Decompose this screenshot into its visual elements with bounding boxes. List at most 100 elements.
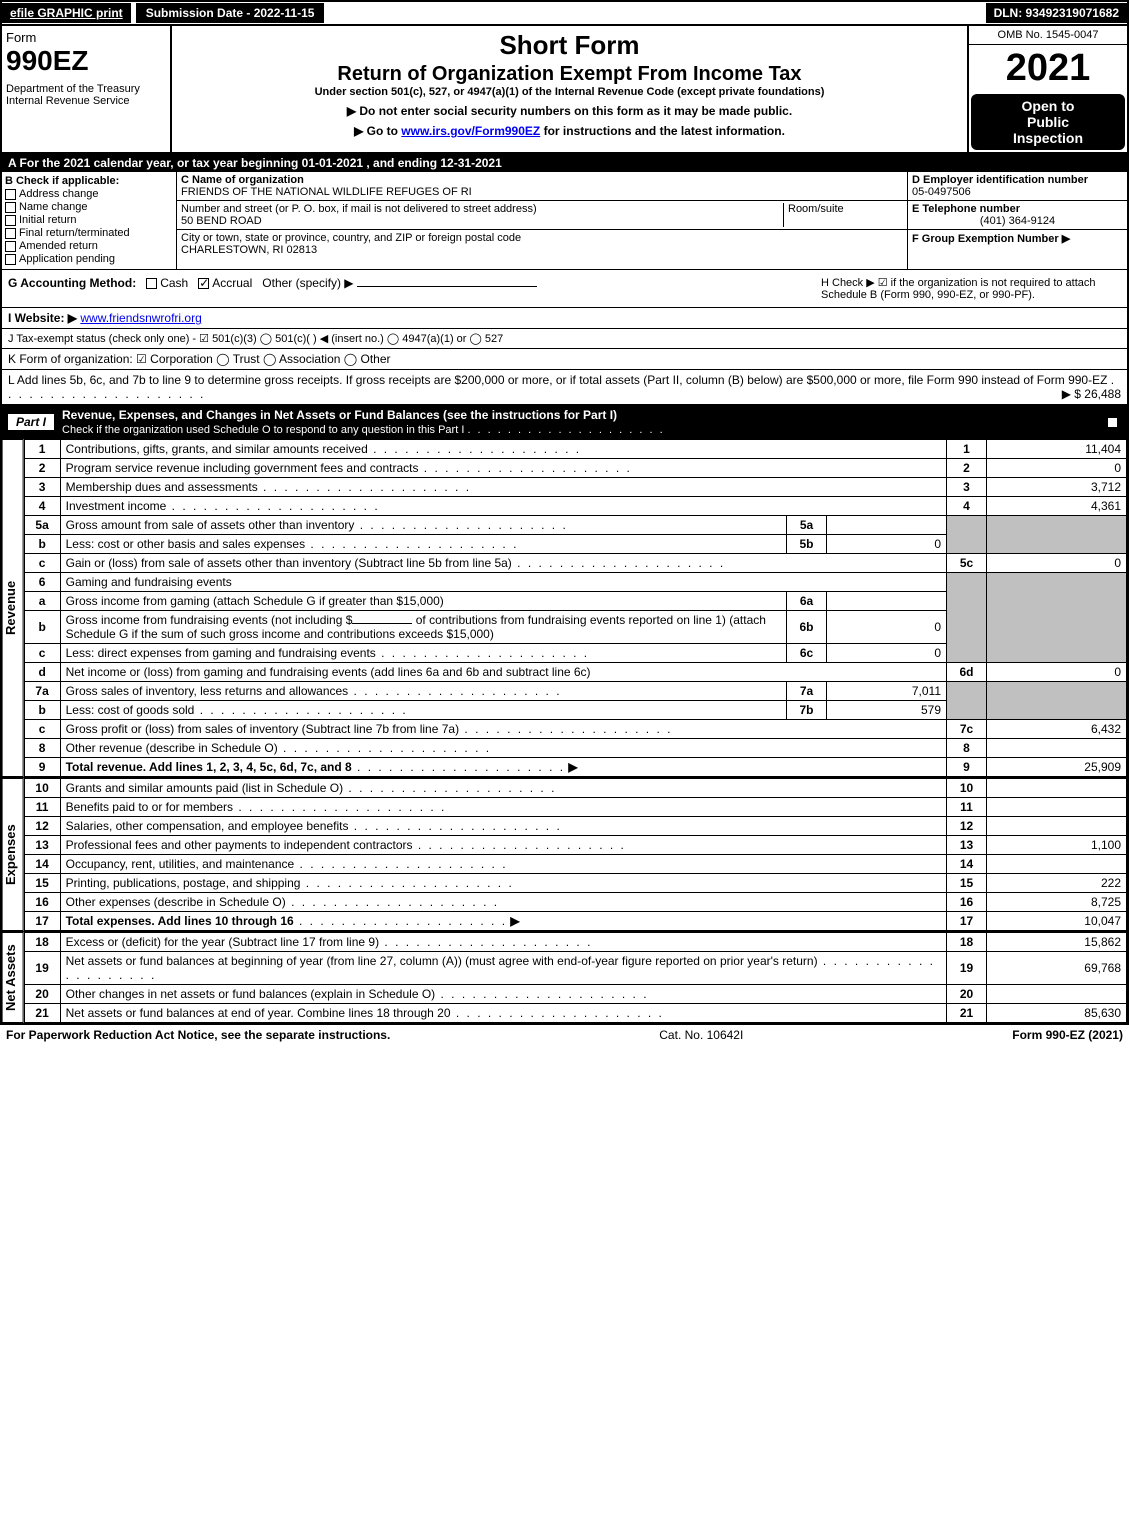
header-left: Form 990EZ Department of the Treasury In… [2, 26, 172, 152]
revenue-table: 1Contributions, gifts, grants, and simil… [24, 439, 1127, 777]
ein-value: 05-0497506 [912, 186, 971, 198]
row-g-h: G Accounting Method: Cash Accrual Other … [2, 270, 1127, 308]
netassets-vlabel: Net Assets [2, 932, 24, 1023]
e-phone: E Telephone number (401) 364-9124 [908, 201, 1127, 230]
column-b: B Check if applicable: Address change Na… [2, 172, 177, 269]
line-18: 18Excess or (deficit) for the year (Subt… [24, 933, 1126, 952]
part-i-check: Check if the organization used Schedule … [62, 424, 665, 436]
d-ein: D Employer identification number 05-0497… [908, 172, 1127, 201]
row-l-gross-receipts: L Add lines 5b, 6c, and 7b to line 9 to … [2, 370, 1127, 405]
part-i-label: Part I [8, 414, 54, 430]
l-text: L Add lines 5b, 6c, and 7b to line 9 to … [8, 373, 1107, 387]
line-10: 10Grants and similar amounts paid (list … [24, 779, 1126, 798]
c-street-row: Number and street (or P. O. box, if mail… [177, 201, 907, 230]
d-label: D Employer identification number [912, 174, 1088, 186]
column-c: C Name of organization FRIENDS OF THE NA… [177, 172, 907, 269]
line-7a: 7aGross sales of inventory, less returns… [24, 682, 1126, 701]
header-center: Short Form Return of Organization Exempt… [172, 26, 967, 152]
line-5a: 5aGross amount from sale of assets other… [24, 516, 1126, 535]
goto-instruction: ▶ Go to www.irs.gov/Form990EZ for instru… [176, 124, 963, 138]
street-label: Number and street (or P. O. box, if mail… [181, 203, 537, 215]
top-bar: efile GRAPHIC print Submission Date - 20… [0, 0, 1129, 24]
c-name-row: C Name of organization FRIENDS OF THE NA… [177, 172, 907, 201]
g-label: G Accounting Method: [8, 276, 136, 290]
form-container: Form 990EZ Department of the Treasury In… [0, 24, 1129, 1025]
open-line3: Inspection [975, 130, 1121, 146]
city: CHARLESTOWN, RI 02813 [181, 244, 317, 256]
other-specify: Other (specify) ▶ [262, 276, 353, 290]
column-d-e-f: D Employer identification number 05-0497… [907, 172, 1127, 269]
top-left: efile GRAPHIC print Submission Date - 20… [2, 2, 325, 24]
form-number: 990EZ [6, 45, 166, 77]
open-to-public: Open to Public Inspection [971, 94, 1125, 150]
line-1: 1Contributions, gifts, grants, and simil… [24, 440, 1126, 459]
org-name: FRIENDS OF THE NATIONAL WILDLIFE REFUGES… [181, 186, 472, 198]
l-amount: ▶ $ 26,488 [1062, 387, 1121, 401]
section-b-to-f: B Check if applicable: Address change Na… [2, 172, 1127, 270]
footer: For Paperwork Reduction Act Notice, see … [0, 1025, 1129, 1045]
city-label: City or town, state or province, country… [181, 232, 521, 244]
title: Short Form [176, 30, 963, 61]
header-right: OMB No. 1545-0047 2021 Open to Public In… [967, 26, 1127, 152]
under-section: Under section 501(c), 527, or 4947(a)(1)… [176, 86, 963, 98]
line-2: 2Program service revenue including gover… [24, 459, 1126, 478]
part-i-header: Part I Revenue, Expenses, and Changes in… [2, 405, 1127, 439]
line-15: 15Printing, publications, postage, and s… [24, 874, 1126, 893]
dept-treasury: Department of the Treasury [6, 83, 166, 95]
line-12: 12Salaries, other compensation, and empl… [24, 817, 1126, 836]
footer-right: Form 990-EZ (2021) [1012, 1028, 1123, 1042]
row-a-tax-year: A For the 2021 calendar year, or tax yea… [2, 154, 1127, 172]
row-j-tax-exempt: J Tax-exempt status (check only one) - ☑… [2, 329, 1127, 349]
website-link[interactable]: www.friendsnwrofri.org [80, 311, 201, 325]
chk-final-return[interactable]: Final return/terminated [5, 227, 173, 239]
ssn-warning: ▶ Do not enter social security numbers o… [176, 104, 963, 118]
line-8: 8Other revenue (describe in Schedule O)8 [24, 739, 1126, 758]
street: 50 BEND ROAD [181, 215, 262, 227]
form-word: Form [6, 30, 166, 45]
dln: DLN: 93492319071682 [986, 3, 1127, 23]
tax-year: 2021 [969, 45, 1127, 92]
part-i-checkbox[interactable] [1107, 417, 1118, 428]
goto-post: for instructions and the latest informat… [540, 124, 785, 138]
chk-cash[interactable] [146, 278, 157, 289]
row-k-org-form: K Form of organization: ☑ Corporation ◯ … [2, 349, 1127, 370]
other-specify-line[interactable] [357, 286, 537, 287]
line-6: 6Gaming and fundraising events [24, 573, 1126, 592]
expenses-section: Expenses 10Grants and similar amounts pa… [2, 778, 1127, 932]
expenses-vlabel: Expenses [2, 778, 24, 931]
chk-application-pending[interactable]: Application pending [5, 253, 173, 265]
f-label: F Group Exemption Number ▶ [912, 233, 1070, 245]
efile-link[interactable]: efile GRAPHIC print [2, 3, 131, 23]
subtitle: Return of Organization Exempt From Incom… [176, 63, 963, 86]
g-accounting: G Accounting Method: Cash Accrual Other … [8, 276, 821, 301]
c-name-label: C Name of organization [181, 174, 304, 186]
irs-link[interactable]: www.irs.gov/Form990EZ [401, 124, 540, 138]
chk-accrual[interactable] [198, 278, 209, 289]
chk-amended-return[interactable]: Amended return [5, 240, 173, 252]
footer-left: For Paperwork Reduction Act Notice, see … [6, 1028, 390, 1042]
line-17: 17Total expenses. Add lines 10 through 1… [24, 912, 1126, 931]
netassets-table: 18Excess or (deficit) for the year (Subt… [24, 932, 1127, 1023]
line-20: 20Other changes in net assets or fund ba… [24, 985, 1126, 1004]
chk-initial-return[interactable]: Initial return [5, 214, 173, 226]
line-3: 3Membership dues and assessments33,712 [24, 478, 1126, 497]
open-line1: Open to [975, 98, 1121, 114]
i-label: I Website: ▶ [8, 311, 77, 325]
form-header: Form 990EZ Department of the Treasury In… [2, 26, 1127, 154]
goto-pre: ▶ Go to [354, 124, 401, 138]
line-6d: dNet income or (loss) from gaming and fu… [24, 663, 1126, 682]
netassets-section: Net Assets 18Excess or (deficit) for the… [2, 932, 1127, 1023]
line-4: 4Investment income44,361 [24, 497, 1126, 516]
revenue-vlabel: Revenue [2, 439, 24, 777]
line-21: 21Net assets or fund balances at end of … [24, 1004, 1126, 1023]
chk-name-change[interactable]: Name change [5, 201, 173, 213]
revenue-section: Revenue 1Contributions, gifts, grants, a… [2, 439, 1127, 778]
line-14: 14Occupancy, rent, utilities, and mainte… [24, 855, 1126, 874]
footer-center: Cat. No. 10642I [659, 1028, 743, 1042]
chk-address-change[interactable]: Address change [5, 188, 173, 200]
h-check: H Check ▶ ☑ if the organization is not r… [821, 276, 1121, 301]
line-7c: cGross profit or (loss) from sales of in… [24, 720, 1126, 739]
dept-irs: Internal Revenue Service [6, 95, 166, 107]
part-i-title: Revenue, Expenses, and Changes in Net As… [62, 408, 617, 422]
room-suite: Room/suite [783, 203, 903, 227]
